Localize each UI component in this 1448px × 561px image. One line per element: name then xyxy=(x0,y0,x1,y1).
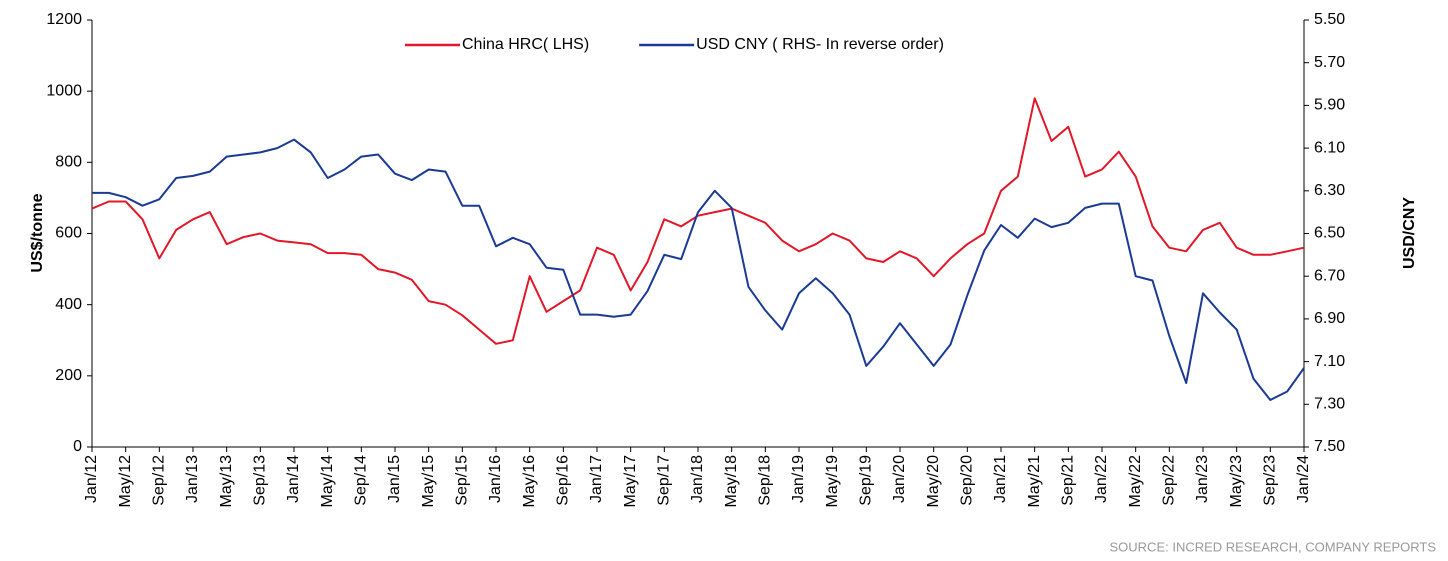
x-tick-label: Sep/15 xyxy=(454,455,471,506)
x-tick-label: Sep/22 xyxy=(1161,455,1178,506)
y2-tick-label: 6.70 xyxy=(1314,267,1345,284)
x-tick-label: May/17 xyxy=(622,455,639,508)
y2-tick-label: 6.10 xyxy=(1314,139,1345,156)
y-tick-label: 800 xyxy=(55,154,82,171)
y-tick-label: 1000 xyxy=(46,82,82,99)
x-tick-label: Sep/21 xyxy=(1060,455,1077,506)
y2-tick-label: 5.90 xyxy=(1314,97,1345,114)
x-tick-label: Sep/20 xyxy=(959,455,976,506)
legend-label: USD CNY ( RHS- In reverse order) xyxy=(696,36,944,53)
y-tick-label: 600 xyxy=(55,225,82,242)
y-tick-label: 1200 xyxy=(46,11,82,28)
x-tick-label: Jan/24 xyxy=(1295,455,1312,503)
x-tick-label: Jan/18 xyxy=(689,455,706,503)
y-tick-label: 200 xyxy=(55,367,82,384)
x-tick-label: Jan/21 xyxy=(992,455,1009,503)
x-tick-label: May/19 xyxy=(824,455,841,508)
y-axis-label: US$/tonne xyxy=(29,193,46,272)
x-tick-label: May/18 xyxy=(723,455,740,508)
y2-tick-label: 7.30 xyxy=(1314,396,1345,413)
x-tick-label: May/22 xyxy=(1127,455,1144,508)
x-tick-label: May/15 xyxy=(420,455,437,508)
x-tick-label: Jan/13 xyxy=(184,455,201,503)
x-tick-label: Jan/19 xyxy=(790,455,807,503)
y2-axis-label: USD/CNY xyxy=(1401,197,1418,269)
x-tick-label: Jan/23 xyxy=(1194,455,1211,503)
x-tick-label: Jan/15 xyxy=(386,455,403,503)
x-tick-label: Jan/14 xyxy=(285,455,302,503)
x-tick-label: May/23 xyxy=(1228,455,1245,508)
x-tick-label: Sep/12 xyxy=(151,455,168,506)
series-line xyxy=(91,97,1305,345)
x-tick-label: Sep/17 xyxy=(656,455,673,506)
y2-tick-label: 6.30 xyxy=(1314,182,1345,199)
legend-label: China HRC( LHS) xyxy=(462,36,589,53)
x-tick-label: May/13 xyxy=(218,455,235,508)
x-tick-label: Jan/12 xyxy=(83,455,100,503)
x-tick-label: May/14 xyxy=(319,455,336,508)
x-tick-label: Jan/22 xyxy=(1093,455,1110,503)
x-tick-label: Sep/16 xyxy=(555,455,572,506)
x-tick-label: May/12 xyxy=(117,455,134,508)
y2-tick-label: 5.70 xyxy=(1314,54,1345,71)
x-tick-label: Sep/19 xyxy=(858,455,875,506)
y2-tick-label: 7.50 xyxy=(1314,438,1345,455)
x-tick-label: Jan/17 xyxy=(588,455,605,503)
x-tick-label: May/20 xyxy=(925,455,942,508)
series-line xyxy=(92,138,1305,401)
y-tick-label: 400 xyxy=(55,296,82,313)
y2-tick-label: 6.50 xyxy=(1314,225,1345,242)
x-tick-label: Sep/18 xyxy=(757,455,774,506)
y2-tick-label: 6.90 xyxy=(1314,310,1345,327)
x-tick-label: Sep/23 xyxy=(1262,455,1279,506)
x-tick-label: Sep/14 xyxy=(353,455,370,506)
x-tick-label: Jan/20 xyxy=(891,455,908,503)
x-tick-label: May/21 xyxy=(1026,455,1043,508)
y2-tick-label: 7.10 xyxy=(1314,353,1345,370)
x-tick-label: Sep/13 xyxy=(252,455,269,506)
x-tick-label: Jan/16 xyxy=(487,455,504,503)
y2-tick-label: 5.50 xyxy=(1314,11,1345,28)
y-tick-label: 0 xyxy=(73,438,82,455)
source-note: SOURCE: INCRED RESEARCH, COMPANY REPORTS xyxy=(1110,539,1437,554)
x-tick-label: May/16 xyxy=(521,455,538,508)
